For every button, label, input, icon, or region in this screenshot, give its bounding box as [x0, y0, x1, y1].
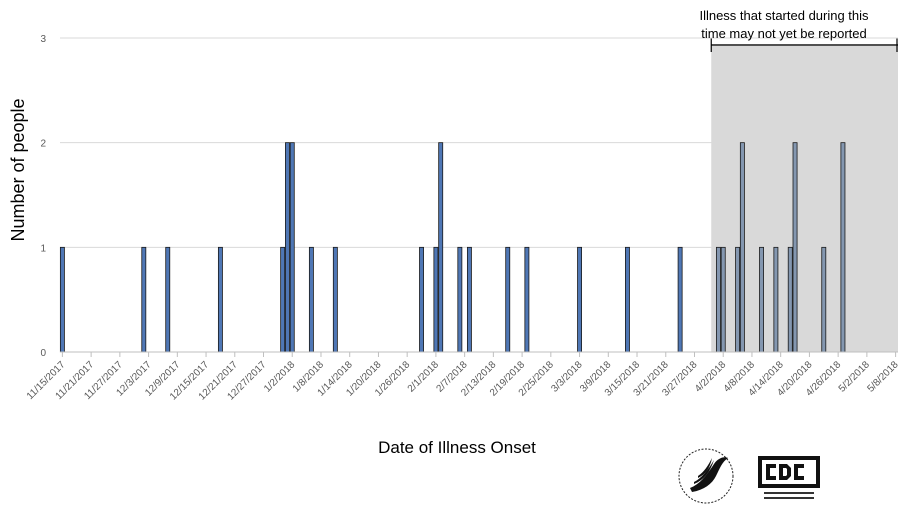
bar: [505, 246, 511, 353]
bar: [759, 246, 764, 353]
bar: [715, 246, 721, 353]
bar: [577, 246, 582, 353]
bar: [787, 246, 793, 353]
gridlines: [60, 37, 898, 248]
cdc-logo-icon: [758, 456, 820, 499]
y-tick-label: 0: [40, 348, 46, 359]
bar: [821, 246, 827, 353]
bar: [457, 246, 463, 353]
bar: [433, 246, 439, 353]
bar: [773, 246, 779, 353]
bar: [840, 142, 846, 353]
bar: [280, 246, 286, 353]
x-axis-label: Date of Illness Onset: [378, 438, 536, 457]
bar: [720, 246, 726, 353]
shaded-region-note-line1: Illness that started during this: [699, 8, 869, 23]
y-tick-label: 2: [40, 139, 46, 150]
y-axis-label: Number of people: [8, 98, 28, 241]
bar: [739, 142, 745, 353]
bar: [438, 142, 444, 353]
bar: [289, 142, 295, 353]
bar: [332, 246, 338, 353]
bar: [59, 246, 65, 353]
hhs-logo-icon: [678, 448, 734, 504]
bar: [677, 246, 683, 353]
y-tick-label: 1: [40, 243, 46, 254]
bar: [792, 142, 798, 353]
bar: [524, 246, 530, 353]
bar: [217, 246, 223, 353]
y-tick-label: 3: [40, 34, 46, 45]
bar: [419, 246, 424, 353]
bar: [466, 246, 472, 353]
bar: [285, 142, 290, 353]
x-tick-label: 5/8/2018: [865, 359, 901, 395]
bar: [735, 246, 741, 353]
bar: [141, 246, 147, 353]
shaded-region-note-line2: time may not yet be reported: [701, 26, 866, 41]
bar: [165, 246, 171, 353]
bar: [308, 246, 314, 353]
bar: [625, 246, 630, 353]
